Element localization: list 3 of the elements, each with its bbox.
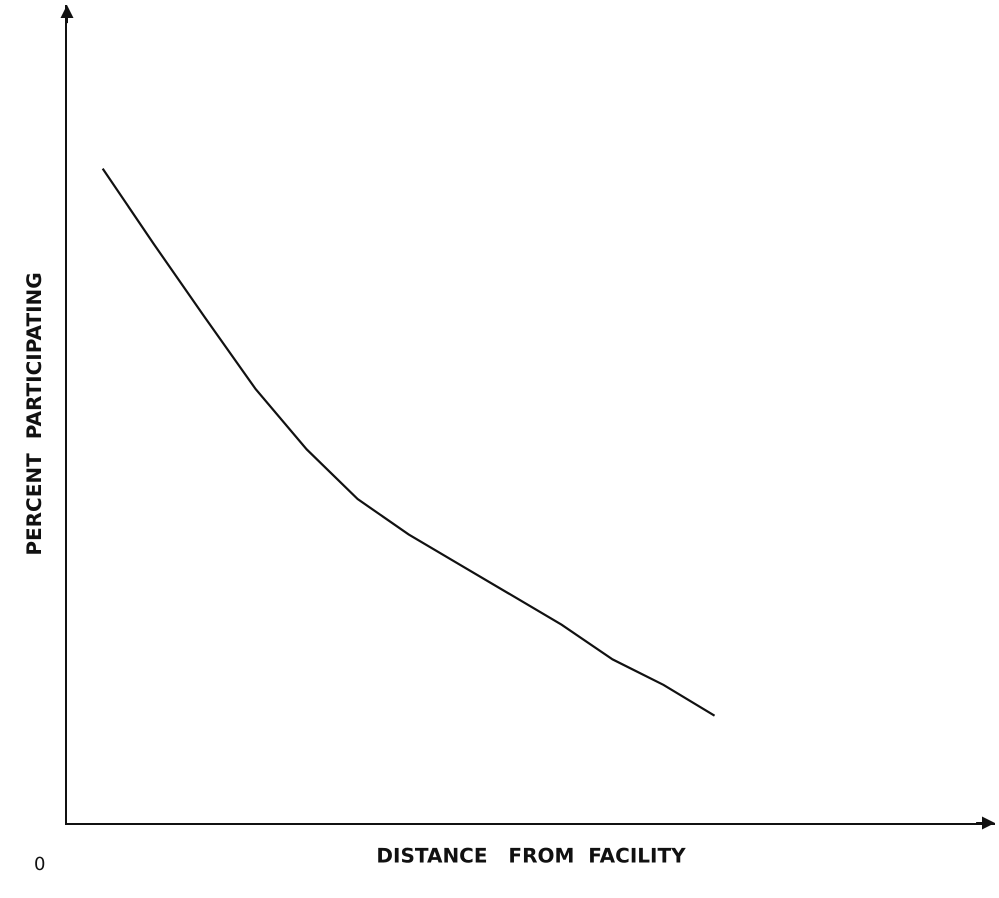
x-axis-title: DISTANCE FROM FACILITY: [376, 843, 686, 868]
text: 0: [34, 854, 46, 875]
y-axis-title: PERCENT PARTICIPATING: [22, 272, 46, 556]
